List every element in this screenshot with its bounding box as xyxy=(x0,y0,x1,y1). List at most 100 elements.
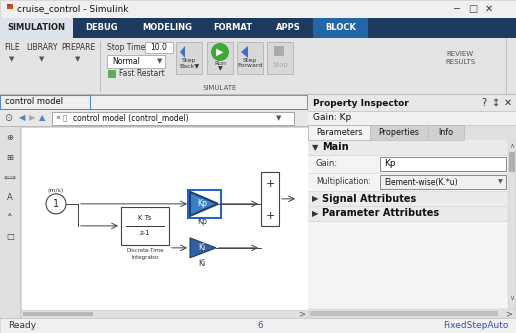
Bar xyxy=(0,0,516,18)
Text: Info: Info xyxy=(439,128,454,137)
Text: Step
Back▼: Step Back▼ xyxy=(179,58,199,68)
Text: Kp: Kp xyxy=(384,160,396,168)
Bar xyxy=(0,126,308,127)
Bar xyxy=(274,46,284,56)
Text: Gain: Kp: Gain: Kp xyxy=(313,114,351,123)
Bar xyxy=(0,18,73,38)
Bar xyxy=(308,173,508,191)
Text: Run
▼: Run ▼ xyxy=(214,61,226,71)
Bar xyxy=(237,42,263,74)
Circle shape xyxy=(46,194,66,214)
Text: ▶: ▶ xyxy=(312,194,318,203)
Text: APPS: APPS xyxy=(276,24,300,33)
Text: 10.0: 10.0 xyxy=(151,43,167,52)
Bar xyxy=(370,125,428,140)
Text: 6: 6 xyxy=(257,321,263,330)
Bar xyxy=(308,191,508,206)
Polygon shape xyxy=(180,46,185,58)
Bar xyxy=(73,18,131,38)
Text: ▼: ▼ xyxy=(276,115,281,121)
Bar xyxy=(380,175,506,189)
Bar xyxy=(308,173,508,174)
Text: ⟺: ⟺ xyxy=(4,172,16,181)
Text: control model: control model xyxy=(5,98,63,107)
Bar xyxy=(0,18,516,38)
Bar xyxy=(23,312,93,316)
Bar xyxy=(261,172,279,226)
Bar xyxy=(308,206,508,207)
Text: Signal Attributes: Signal Attributes xyxy=(322,193,416,203)
Text: Parameters: Parameters xyxy=(316,128,362,137)
Bar xyxy=(0,318,516,333)
Bar xyxy=(7,4,10,6)
Text: Properties: Properties xyxy=(379,128,420,137)
Polygon shape xyxy=(190,192,218,216)
Text: SIMULATION: SIMULATION xyxy=(8,24,66,33)
Text: Main: Main xyxy=(322,143,349,153)
Text: Gain:: Gain: xyxy=(316,160,338,168)
Text: Multiplication:: Multiplication: xyxy=(316,177,371,186)
Text: K Ts: K Ts xyxy=(138,215,152,221)
Text: (m/s): (m/s) xyxy=(48,188,64,193)
Text: ▶: ▶ xyxy=(312,209,318,218)
Bar xyxy=(308,125,516,126)
Text: FORMAT: FORMAT xyxy=(214,24,252,33)
Text: □: □ xyxy=(468,4,477,14)
Bar xyxy=(0,95,90,109)
Text: «: « xyxy=(55,114,60,123)
Text: Normal: Normal xyxy=(112,57,140,66)
Text: Ki: Ki xyxy=(198,243,205,252)
Bar xyxy=(308,155,508,156)
Text: Ki: Ki xyxy=(198,259,205,268)
Bar xyxy=(108,70,116,78)
Bar xyxy=(308,111,516,112)
Text: +: + xyxy=(265,179,275,189)
Bar xyxy=(308,155,508,173)
Text: 1: 1 xyxy=(53,199,59,209)
Text: Property Inspector: Property Inspector xyxy=(313,99,409,108)
Bar xyxy=(310,311,498,316)
Text: Discrete-Time: Discrete-Time xyxy=(126,248,164,253)
Bar xyxy=(380,157,506,171)
Bar xyxy=(428,125,464,140)
Text: ▼: ▼ xyxy=(9,56,14,62)
Bar xyxy=(207,42,233,74)
Text: ▼: ▼ xyxy=(312,143,318,152)
Bar xyxy=(131,18,203,38)
Bar xyxy=(0,38,516,95)
Text: ✕: ✕ xyxy=(504,98,512,108)
Text: REVIEW
RESULTS: REVIEW RESULTS xyxy=(445,52,475,65)
Bar xyxy=(203,18,263,38)
Bar xyxy=(308,221,508,318)
Bar xyxy=(0,127,20,318)
Bar xyxy=(176,42,202,74)
Text: Fast Restart: Fast Restart xyxy=(119,70,165,79)
Polygon shape xyxy=(241,46,248,58)
Bar xyxy=(308,125,516,140)
Text: Kp: Kp xyxy=(197,199,207,208)
Text: 🔷: 🔷 xyxy=(63,115,67,121)
Text: ▶: ▶ xyxy=(29,114,35,123)
Text: +: + xyxy=(265,211,275,221)
Text: ─: ─ xyxy=(453,4,459,14)
Text: ⊕: ⊕ xyxy=(7,133,13,142)
Bar xyxy=(267,42,293,74)
Text: PREPARE: PREPARE xyxy=(61,44,95,53)
Text: >: > xyxy=(298,309,305,318)
Text: ⊙: ⊙ xyxy=(4,113,12,123)
Text: DEBUG: DEBUG xyxy=(86,24,118,33)
Text: FixedStepAuto: FixedStepAuto xyxy=(443,321,508,330)
Text: MODELING: MODELING xyxy=(142,24,192,33)
Text: ∧: ∧ xyxy=(509,143,514,149)
Text: Kp: Kp xyxy=(197,217,207,226)
Text: ▼: ▼ xyxy=(75,56,80,62)
Bar xyxy=(145,42,173,53)
Text: ⊞: ⊞ xyxy=(7,153,13,162)
Bar xyxy=(506,38,507,95)
Text: ◀: ◀ xyxy=(19,114,25,123)
Bar xyxy=(0,95,308,318)
Text: Integrator: Integrator xyxy=(131,255,159,260)
Text: ↕: ↕ xyxy=(492,98,500,108)
Text: ✕: ✕ xyxy=(485,4,493,14)
Text: ▶: ▶ xyxy=(216,47,224,57)
